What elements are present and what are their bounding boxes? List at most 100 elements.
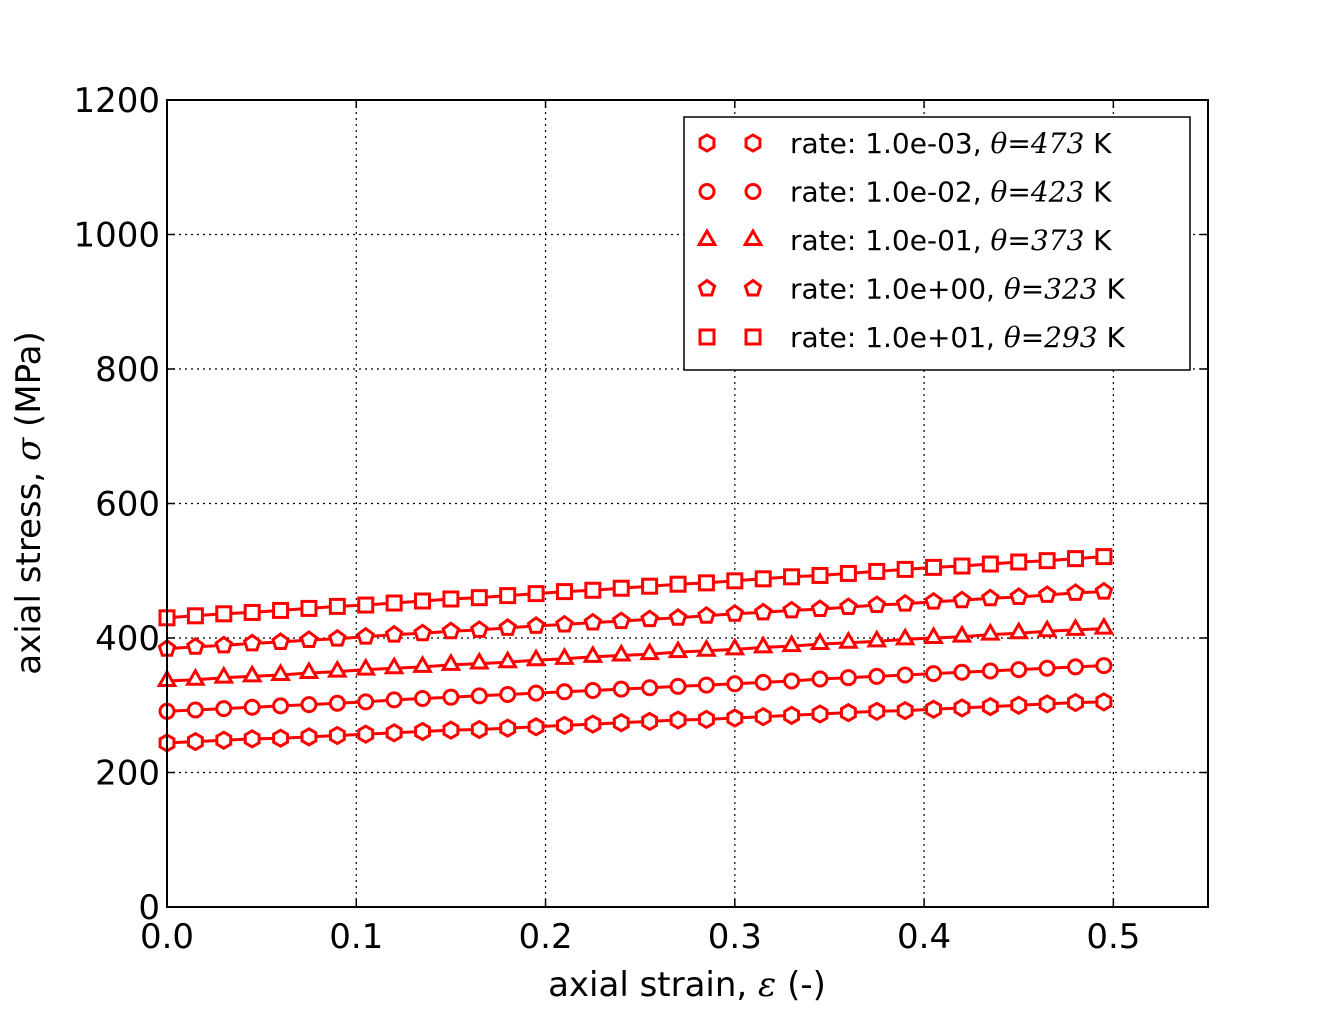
legend-entry: rate: 1.0e-01, θ=373 K <box>696 224 1112 257</box>
data-point-hexagon <box>783 705 801 726</box>
data-point-hexagon <box>896 700 914 721</box>
data-point-triangle <box>837 630 859 649</box>
data-point-pentagon <box>413 623 432 642</box>
data-point-triangle <box>639 642 661 661</box>
data-point-circle <box>499 685 517 703</box>
x-tick-label: 0.2 <box>519 917 573 957</box>
series-line <box>166 555 1105 620</box>
series-line <box>166 590 1104 651</box>
data-point-hexagon <box>981 696 999 717</box>
y-tick-label: 1200 <box>73 81 160 121</box>
data-point-hexagon <box>868 701 886 722</box>
data-point-circle <box>1067 658 1085 676</box>
data-point-circle <box>1038 659 1056 677</box>
data-point-hexagon <box>186 731 204 752</box>
hexagon-marker-icon <box>698 133 716 153</box>
data-point-triangle <box>1036 619 1058 638</box>
series-pentagon <box>157 581 1114 657</box>
data-point-triangle <box>696 638 717 657</box>
data-point-circle <box>641 679 659 697</box>
ticks: 0.0 0.1 0.2 0.3 0.4 0.5 0 200 400 600 800 1000 1200 <box>73 81 1208 957</box>
circle-marker-icon <box>744 183 762 200</box>
data-point-triangle <box>894 627 916 646</box>
data-point-hexagon <box>1067 692 1084 713</box>
data-point-hexagon <box>612 713 630 733</box>
data-point-triangle <box>752 635 774 654</box>
data-point-hexagon <box>641 711 659 732</box>
data-point-circle <box>215 700 233 718</box>
square-marker-icon <box>744 328 762 346</box>
data-point-circle <box>726 675 744 693</box>
data-point-hexagon <box>556 715 573 736</box>
data-point-square <box>1038 552 1056 570</box>
data-point-circle <box>811 670 829 688</box>
data-point-square <box>811 566 829 584</box>
data-point-hexagon <box>328 725 346 746</box>
data-point-square <box>385 594 403 612</box>
data-point-square <box>697 574 715 592</box>
data-point-circle <box>357 693 375 711</box>
data-point-hexagon <box>584 714 602 734</box>
x-tick-label: 0.5 <box>1086 917 1140 957</box>
data-point-circle <box>669 677 687 695</box>
data-point-triangle <box>185 667 206 686</box>
legend-entry: rate: 1.0e+01, θ=293 K <box>698 321 1126 354</box>
data-point-circle <box>896 666 914 684</box>
data-point-hexagon <box>499 718 517 738</box>
data-point-pentagon <box>526 616 546 634</box>
data-point-hexagon <box>272 728 289 748</box>
series-line <box>166 627 1104 683</box>
data-point-hexagon <box>697 709 715 730</box>
data-point-hexagon <box>385 723 403 743</box>
data-point-pentagon <box>782 600 801 619</box>
data-point-triangle <box>298 660 320 679</box>
data-point-pentagon <box>1094 581 1114 600</box>
data-point-hexagon <box>442 720 460 740</box>
y-tick-label: 400 <box>95 619 160 659</box>
data-point-hexagon <box>726 708 744 728</box>
data-point-circle <box>839 669 857 687</box>
legend-label: rate: 1.0e-02, θ=423 K <box>790 176 1112 209</box>
data-point-pentagon <box>753 602 773 621</box>
data-point-pentagon <box>611 611 631 630</box>
data-point-pentagon <box>1037 585 1057 603</box>
data-point-triangle <box>582 644 604 663</box>
series-triangle <box>156 616 1115 688</box>
data-point-pentagon <box>924 591 943 610</box>
series-circle <box>158 657 1113 720</box>
data-point-square <box>1067 550 1085 568</box>
data-point-circle <box>470 687 488 705</box>
data-point-pentagon <box>555 614 574 633</box>
data-point-square <box>272 601 290 619</box>
data-point-pentagon <box>810 599 830 618</box>
pentagon-marker-icon <box>697 278 717 297</box>
data-point-square <box>414 592 432 610</box>
data-point-triangle <box>440 652 462 671</box>
data-point-square <box>328 597 346 615</box>
data-point-square <box>1010 553 1028 571</box>
data-point-pentagon <box>640 609 660 628</box>
data-point-square <box>754 570 772 588</box>
x-axis-label: axial strain, ε (-) <box>548 965 826 1005</box>
data-point-hexagon <box>925 699 942 720</box>
data-point-triangle <box>241 664 263 683</box>
data-point-circle <box>1010 661 1028 679</box>
hexagon-marker-icon <box>744 133 762 153</box>
y-tick-label: 0 <box>138 888 160 928</box>
data-point-square <box>470 589 488 607</box>
triangle-marker-icon <box>696 227 718 246</box>
data-point-triangle <box>270 662 291 681</box>
data-point-hexagon <box>243 729 261 749</box>
data-point-pentagon <box>839 597 858 616</box>
data-point-circle <box>527 684 545 702</box>
data-point-square <box>896 560 914 578</box>
pentagon-marker-icon <box>743 278 763 297</box>
data-point-pentagon <box>1066 583 1085 601</box>
data-point-circle <box>186 701 204 719</box>
data-point-circle <box>754 673 772 691</box>
data-point-triangle <box>866 629 888 648</box>
legend-entry: rate: 1.0e+00, θ=323 K <box>697 273 1126 306</box>
data-point-circle <box>272 697 290 715</box>
data-point-triangle <box>809 632 831 651</box>
